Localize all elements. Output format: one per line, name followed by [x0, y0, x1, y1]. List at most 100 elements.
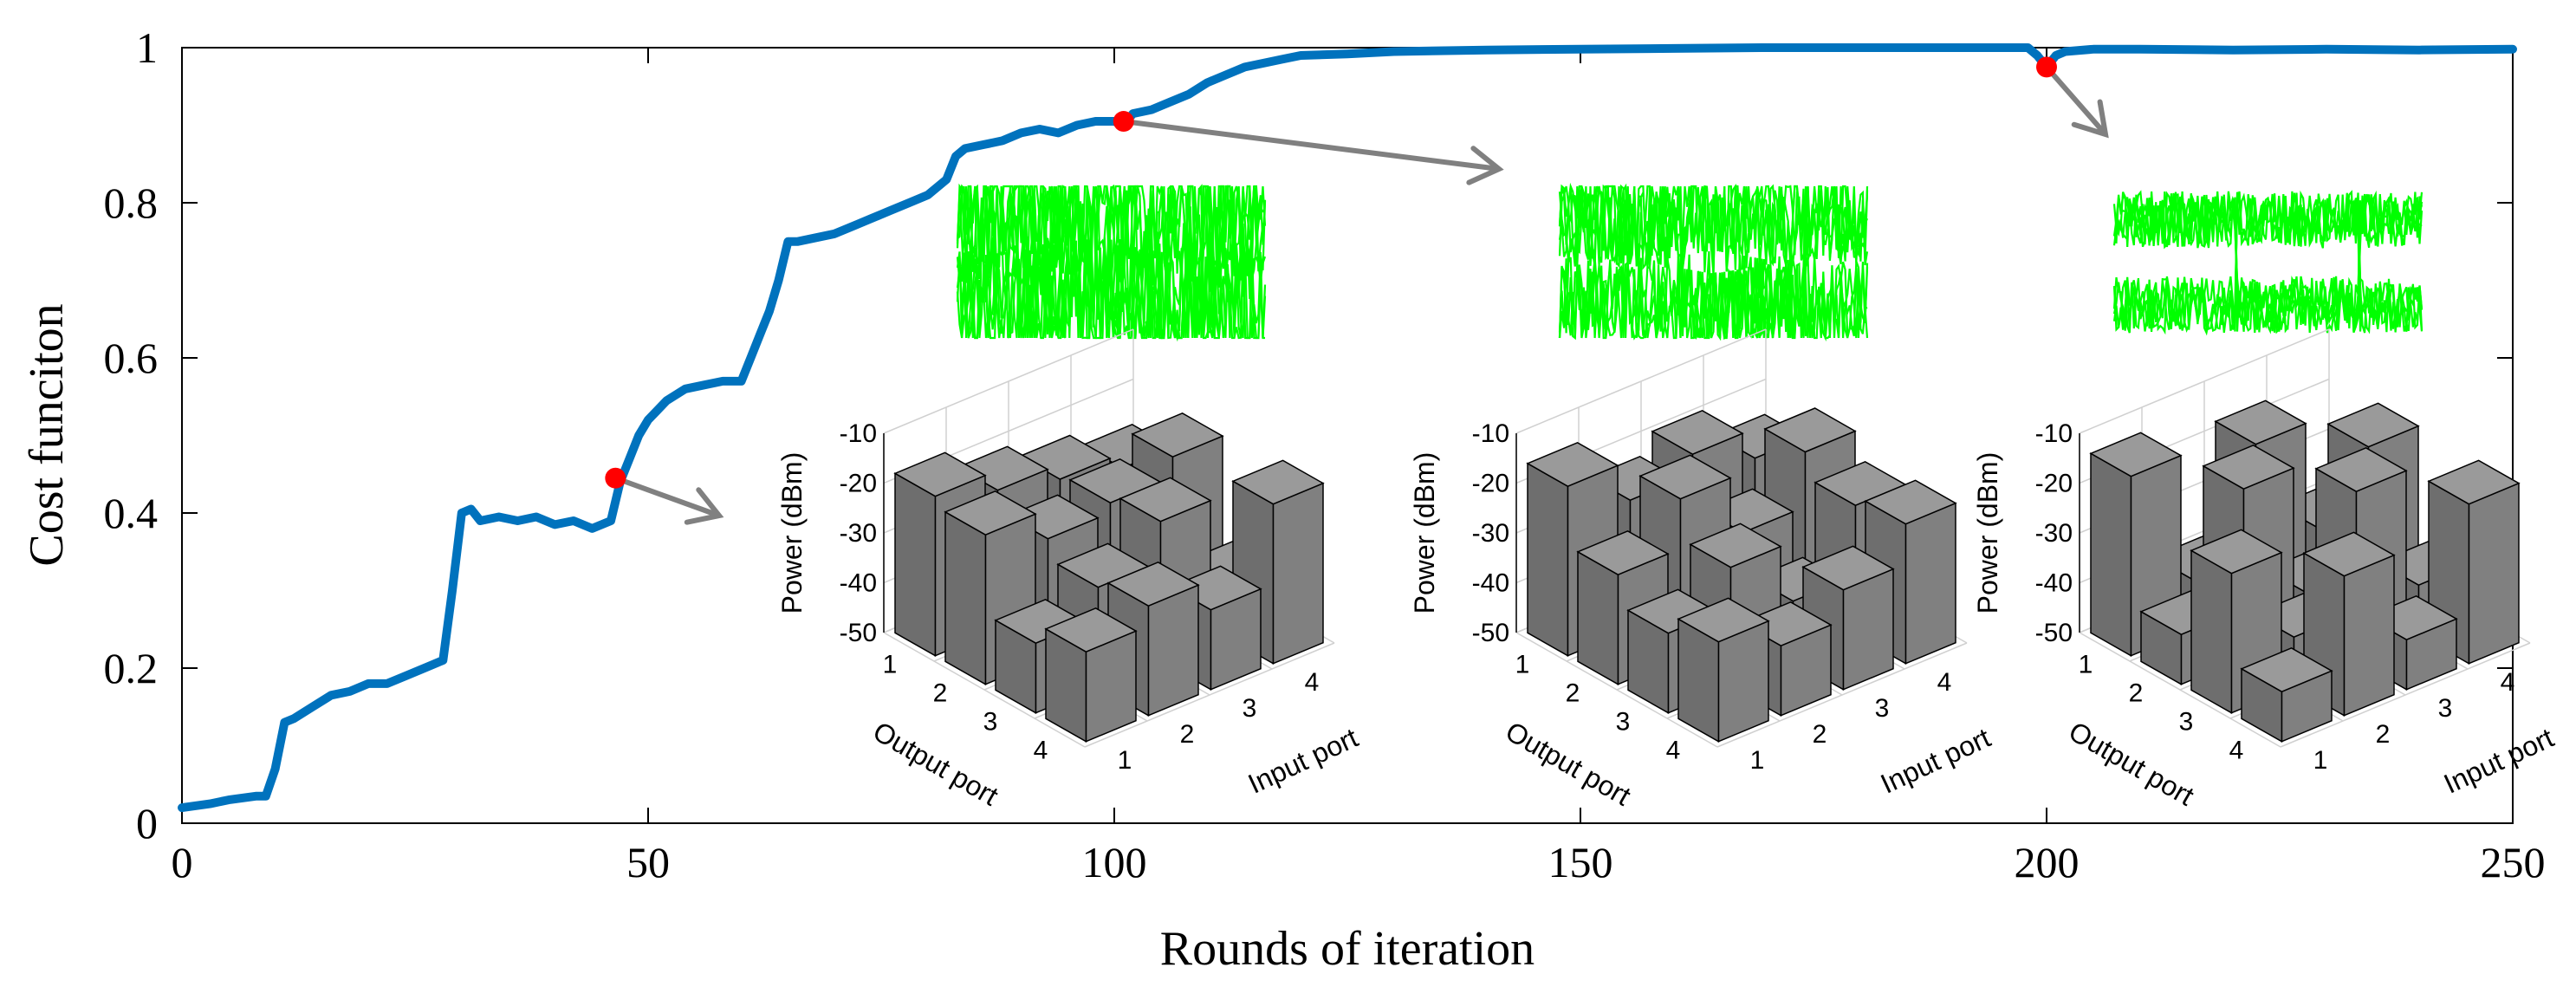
- x-tick-label: 150: [1548, 838, 1613, 886]
- input-port-tick: 1: [1750, 746, 1765, 775]
- z-tick-label: -50: [840, 619, 877, 647]
- bar-side: [894, 472, 937, 657]
- z-tick-label: -30: [840, 519, 877, 548]
- bar-side: [1527, 462, 1569, 657]
- bar-top: [1231, 459, 1325, 505]
- bar-top: [2190, 529, 2283, 575]
- x-tick-label: 250: [2481, 838, 2546, 886]
- eye-trace: [2112, 191, 2424, 334]
- grid-line: [883, 632, 1086, 748]
- bar-top: [893, 451, 987, 497]
- eye-trace: [2112, 192, 2424, 336]
- eye-trace: [2112, 190, 2424, 334]
- plot-area: [181, 47, 2514, 824]
- output-port-tick: 3: [1616, 708, 1631, 737]
- eye-trace: [2113, 190, 2424, 334]
- bar-front: [1904, 502, 1956, 665]
- grid-line: [1515, 632, 1718, 748]
- bar-top: [1526, 441, 1619, 488]
- y-axis-title: Cost funciton: [20, 303, 74, 566]
- bar-side: [2090, 452, 2132, 657]
- arrow-head: [2071, 99, 2109, 139]
- input-port-tick: 2: [2376, 720, 2391, 749]
- bar-top: [2427, 459, 2521, 505]
- bar-top: [2089, 432, 2183, 477]
- bar-top: [1119, 477, 1212, 523]
- input-port-tick: 1: [2313, 746, 2328, 775]
- highlight-markers: [605, 56, 2057, 489]
- output-port-tick: 1: [1515, 651, 1530, 679]
- z-tick-label: -50: [1472, 619, 1509, 647]
- highlight-point: [605, 467, 626, 489]
- input-port-tick: 3: [1243, 694, 1257, 723]
- z-axis-title: Power (dBm): [776, 452, 808, 614]
- bar-top: [2240, 646, 2333, 693]
- z-axis-title: Power (dBm): [1972, 452, 2003, 614]
- arrow-shaft: [2044, 65, 2108, 136]
- highlight-point: [1113, 111, 1134, 133]
- axis-ticks: 0 50 100 150 200 250 0 0.2 0.4 0.6 0.8 1: [104, 23, 2546, 886]
- y-tick-label: 0.8: [104, 179, 159, 227]
- eye-trace: [1558, 185, 1869, 340]
- x-tick-label: 100: [1082, 838, 1147, 886]
- bar-side: [2190, 549, 2233, 714]
- bar-top: [2214, 399, 2307, 445]
- z-tick-label: -50: [2035, 619, 2073, 647]
- z-tick-label: -20: [1472, 470, 1509, 498]
- z-tick-label: -10: [2035, 419, 2073, 448]
- bar-top: [1106, 561, 1200, 607]
- z-tick-label: -20: [2035, 470, 2073, 498]
- arrow-head: [1466, 146, 1504, 185]
- z-tick-label: -10: [1472, 419, 1509, 448]
- arrow-shaft: [1123, 119, 1500, 172]
- input-port-tick: 4: [1937, 668, 1952, 697]
- bar-top: [2314, 446, 2408, 493]
- output-port-tick: 3: [2179, 708, 2194, 737]
- input-port-tick: 3: [1875, 694, 1890, 723]
- input-port-tick: 4: [2501, 668, 2515, 697]
- cost-function-line: [178, 43, 2517, 813]
- y-tick-label: 0.4: [104, 489, 159, 537]
- output-port-tick: 4: [1666, 737, 1681, 765]
- bar-top: [2302, 531, 2396, 577]
- bar-front: [1272, 482, 1324, 665]
- x-tick-label: 50: [626, 838, 670, 886]
- bar-top: [2202, 444, 2295, 490]
- arrows: [614, 65, 2109, 525]
- highlight-point: [2036, 56, 2057, 78]
- y-tick-label: 0.2: [104, 644, 159, 692]
- bar-front: [2468, 482, 2520, 665]
- bar-top: [944, 490, 1037, 536]
- arrow-head: [684, 487, 724, 525]
- eye-trace: [956, 185, 1267, 340]
- x-axis-title: Rounds of iteration: [1160, 922, 1535, 976]
- input-port-tick: 2: [1813, 720, 1827, 749]
- bar-top: [1576, 529, 1670, 576]
- input-port-tick: 1: [1118, 746, 1132, 775]
- input-port-tick: 4: [1305, 668, 1320, 697]
- input-port-tick: 3: [2438, 694, 2453, 723]
- bar-top: [1044, 607, 1138, 653]
- eye-diagram: [956, 183, 1267, 342]
- z-tick-label: -20: [840, 470, 877, 498]
- eye-diagram: [2112, 190, 2424, 336]
- input-port-tick: 2: [1180, 720, 1195, 749]
- eye-trace: [956, 184, 1266, 340]
- output-port-tick: 4: [1034, 737, 1048, 765]
- bar-front: [1147, 584, 1199, 717]
- bar-top: [1689, 523, 1782, 568]
- x-tick-label: 0: [172, 838, 193, 886]
- output-port-tick: 2: [1566, 679, 1580, 708]
- output-port-tick: 1: [883, 651, 898, 679]
- z-tick-label: -30: [2035, 519, 2073, 548]
- bar-top: [1131, 412, 1224, 458]
- bar-top: [1801, 545, 1895, 591]
- bar-top: [1651, 409, 1744, 456]
- bar-top: [1864, 479, 1957, 525]
- z-tick-label: -40: [1472, 569, 1509, 598]
